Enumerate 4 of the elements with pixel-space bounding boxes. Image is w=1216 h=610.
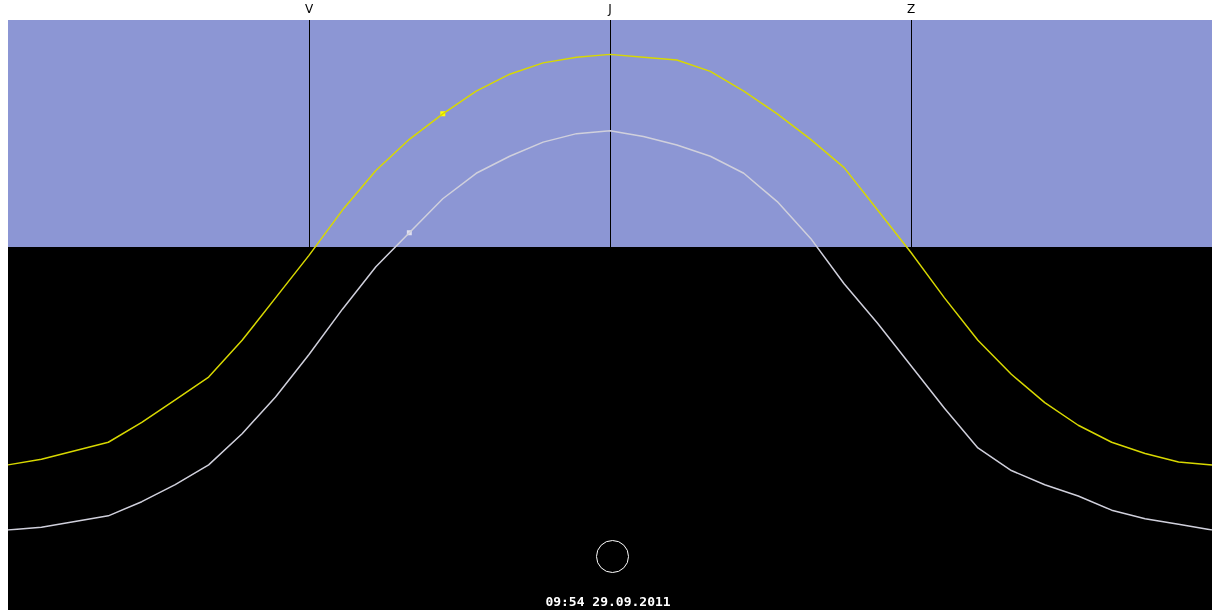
- text: 09:54 29.09.2011: [545, 593, 671, 609]
- x-tick-label: J: [607, 2, 612, 17]
- x-tick-label: Z: [906, 2, 916, 17]
- x-tick-label: V: [304, 2, 314, 17]
